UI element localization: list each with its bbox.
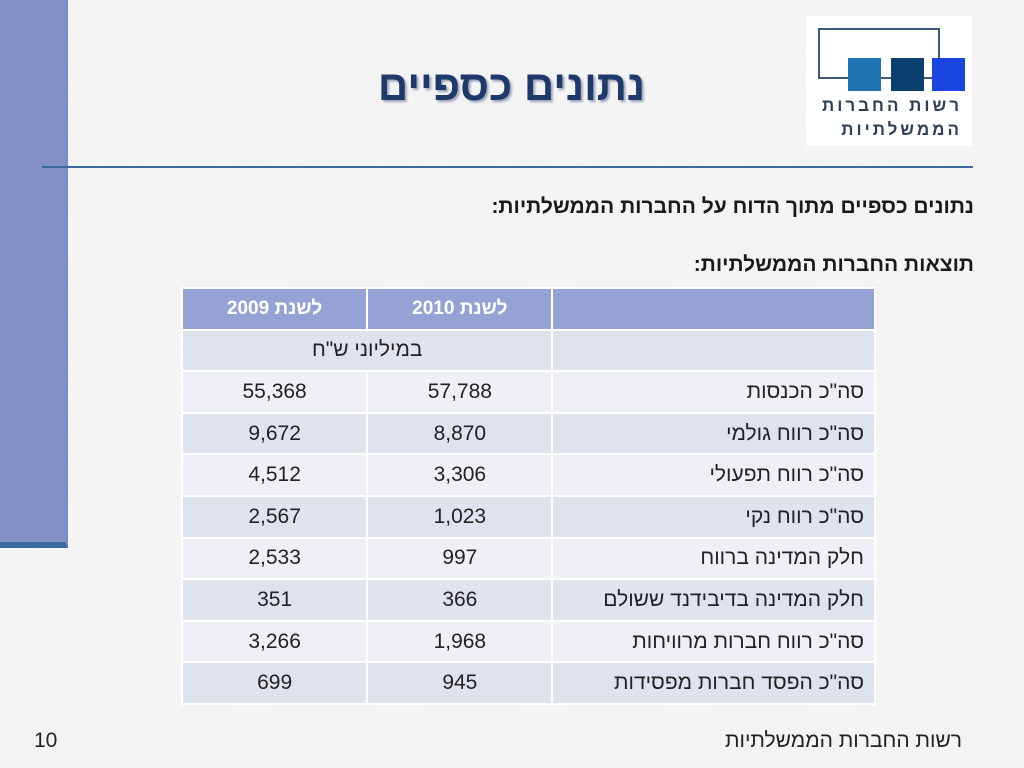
table-row: סה"כ רווח תפעולי 3,306 4,512 bbox=[180, 453, 876, 497]
value-2010: 997 bbox=[366, 536, 554, 581]
header-2009: לשנת 2009 bbox=[180, 287, 369, 331]
row-label: סה"כ רווח תפעולי bbox=[551, 453, 876, 497]
table-row: סה"כ רווח נקי 1,023 2,567 bbox=[180, 494, 876, 539]
value-2010: 57,788 bbox=[366, 370, 554, 414]
table-row: סה"כ רווח חברות מרוויחות 1,968 3,266 bbox=[180, 619, 876, 664]
value-2009: 2,567 bbox=[180, 494, 369, 539]
financial-results-table: לשנת 2010 לשנת 2009 במיליוני ש"ח סה"כ הכ… bbox=[180, 287, 876, 705]
subtitle-financial-data: נתונים כספיים מתוך הדוח על החברות הממשלת… bbox=[491, 195, 974, 218]
value-2009: 351 bbox=[180, 578, 369, 622]
logo-text-line2: הממשלתיות bbox=[841, 120, 962, 139]
row-label: סה"כ רווח גולמי bbox=[551, 411, 876, 456]
table-header-row: לשנת 2010 לשנת 2009 bbox=[180, 287, 876, 331]
header-label bbox=[551, 287, 876, 331]
value-2009: 699 bbox=[180, 661, 369, 705]
logo-square bbox=[932, 58, 965, 91]
table-row: חלק המדינה ברווח 997 2,533 bbox=[180, 536, 876, 581]
row-label: סה"כ רווח נקי bbox=[551, 494, 876, 539]
table-row: סה"כ רווח גולמי 8,870 9,672 bbox=[180, 411, 876, 456]
value-2009: 2,533 bbox=[180, 536, 369, 581]
header-2010: לשנת 2010 bbox=[366, 287, 554, 331]
logo-square bbox=[891, 58, 924, 91]
value-2010: 1,968 bbox=[366, 619, 554, 664]
row-label: סה"כ הכנסות bbox=[551, 370, 876, 414]
value-2009: 9,672 bbox=[180, 411, 369, 456]
row-label: סה"כ רווח חברות מרוויחות bbox=[551, 619, 876, 664]
slide-title: נתונים כספיים bbox=[377, 62, 645, 109]
sidebar-accent-bar bbox=[0, 0, 68, 548]
title-divider bbox=[42, 166, 973, 168]
units-row: במיליוני ש"ח bbox=[180, 328, 876, 373]
page-number: 10 bbox=[34, 729, 58, 752]
logo-square bbox=[848, 58, 881, 91]
value-2010: 8,870 bbox=[366, 411, 554, 456]
logo: רשות החברות הממשלתיות bbox=[806, 16, 972, 146]
value-2010: 945 bbox=[366, 661, 554, 705]
value-2010: 3,306 bbox=[366, 453, 554, 497]
table-row: סה"כ הפסד חברות מפסידות 945 699 bbox=[180, 661, 876, 705]
value-2009: 4,512 bbox=[180, 453, 369, 497]
subtitle-results: תוצאות החברות הממשלתיות: bbox=[693, 253, 974, 276]
value-2009: 55,368 bbox=[180, 370, 369, 414]
table-row: חלק המדינה בדיבידנד ששולם 366 351 bbox=[180, 578, 876, 622]
units-cell: במיליוני ש"ח bbox=[180, 328, 554, 373]
footer-org: רשות החברות הממשלתיות bbox=[725, 729, 962, 752]
row-label: סה"כ הפסד חברות מפסידות bbox=[551, 661, 876, 705]
row-label: חלק המדינה בדיבידנד ששולם bbox=[551, 578, 876, 622]
value-2010: 1,023 bbox=[366, 494, 554, 539]
units-label-cell bbox=[551, 328, 876, 373]
row-label: חלק המדינה ברווח bbox=[551, 536, 876, 581]
table-row: סה"כ הכנסות 57,788 55,368 bbox=[180, 370, 876, 414]
value-2009: 3,266 bbox=[180, 619, 369, 664]
value-2010: 366 bbox=[366, 578, 554, 622]
logo-text-line1: רשות החברות bbox=[822, 96, 962, 115]
